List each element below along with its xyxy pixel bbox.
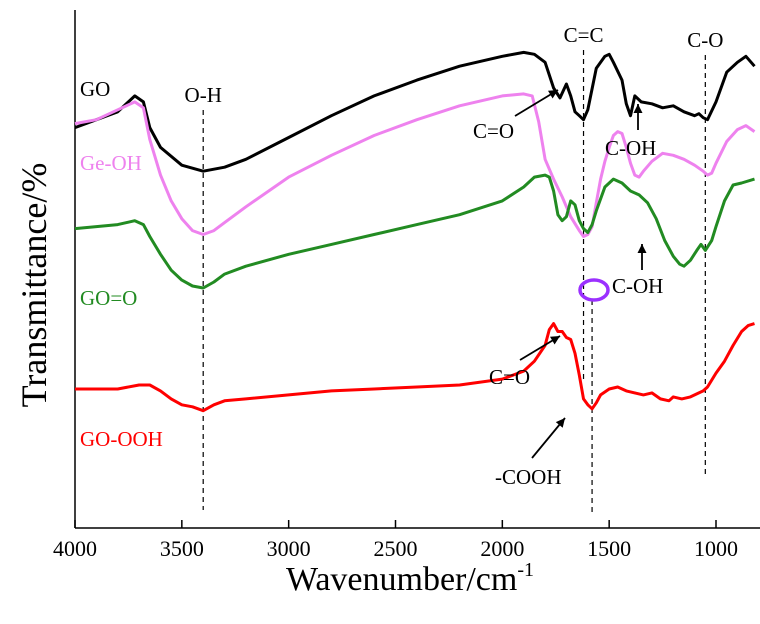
reference-line-label: C=C bbox=[564, 23, 604, 47]
annotation-arrow-head bbox=[550, 336, 560, 345]
x-tick-label: 2500 bbox=[374, 536, 418, 561]
annotation-arrow-head bbox=[633, 104, 643, 113]
reference-lines: O-H C=C C-O bbox=[185, 23, 723, 512]
x-tick-label: 2000 bbox=[480, 536, 524, 561]
series-line-go-o bbox=[74, 173, 755, 290]
series-label: GO-OOH bbox=[80, 427, 163, 451]
annotation-label: -COOH bbox=[495, 465, 562, 489]
x-tick-label: 4000 bbox=[53, 536, 97, 561]
annotation-label: C=O bbox=[473, 119, 514, 143]
series-lines bbox=[74, 50, 756, 413]
x-tick-label: 1000 bbox=[694, 536, 738, 561]
series-line-go-ooh bbox=[75, 322, 755, 413]
annotation-label: C-OH bbox=[605, 136, 656, 160]
x-tick-label: 3500 bbox=[160, 536, 204, 561]
annotation-arrow-head bbox=[548, 90, 558, 99]
y-axis-title: Transmittance/% bbox=[14, 163, 54, 408]
series-line-go bbox=[74, 50, 756, 173]
annotation-arrow-head bbox=[555, 418, 565, 428]
reference-line-label: O-H bbox=[185, 83, 222, 107]
annotation-label: C-OH bbox=[612, 274, 663, 298]
series-label: GO bbox=[80, 77, 110, 101]
reference-line-label: C-O bbox=[687, 28, 723, 52]
annotations: C=O C-OH C-OH C=O -COOH bbox=[473, 89, 663, 489]
x-tick-label: 3000 bbox=[267, 536, 311, 561]
series-labels: GO Ge-OH GO=O GO-OOH bbox=[80, 77, 163, 451]
highlight-ellipse bbox=[578, 278, 610, 302]
x-tick-label: 1500 bbox=[587, 536, 631, 561]
plot-frame bbox=[74, 10, 760, 529]
annotation-label: C=O bbox=[489, 365, 530, 389]
x-axis-title: Wavenumber/cm-1 bbox=[286, 559, 534, 598]
series-label: Ge-OH bbox=[80, 151, 142, 175]
series-label: GO=O bbox=[80, 286, 137, 310]
series-line-ge-oh bbox=[74, 92, 756, 238]
x-ticks: 4000 3500 3000 2500 2000 1500 1000 bbox=[53, 520, 738, 561]
annotation-arrow-head bbox=[637, 244, 647, 253]
